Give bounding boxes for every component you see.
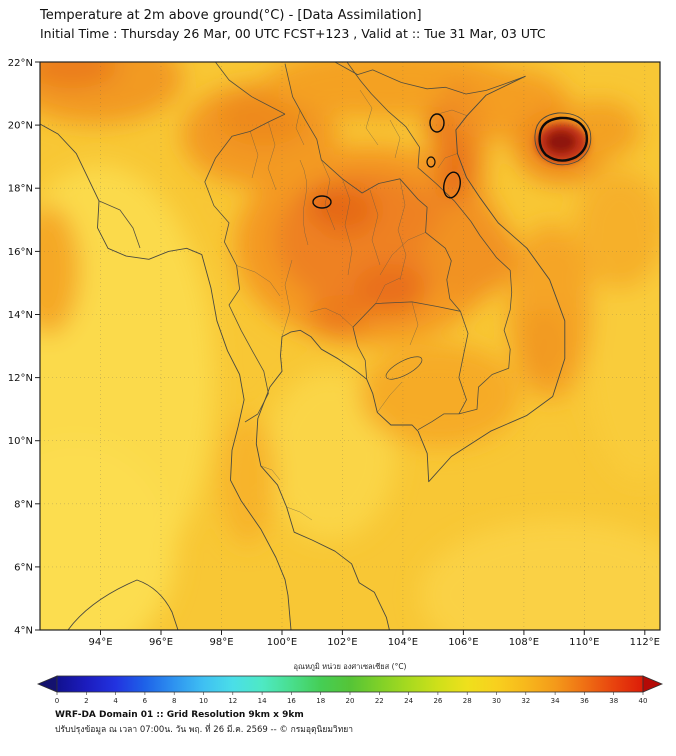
header: Temperature at 2m above ground(°C) - [Da… [40, 7, 546, 43]
colorbar-label: อุณหภูมิ หน่วย องศาเซลเซียส (°C) [294, 662, 407, 671]
colorbar-tick-label: 6 [143, 697, 148, 705]
x-axis-label: 102°E [327, 637, 357, 646]
colorbar-tick-label: 28 [463, 697, 472, 705]
page-subtitle: Initial Time : Thursday 26 Mar, 00 UTC F… [40, 26, 546, 41]
colorbar-tick-label: 12 [228, 697, 237, 705]
y-axis-label: 12°N [8, 373, 33, 384]
temperature-map: 22°N 20°N 18°N 16°N 14°N 12°N 10°N 8°N 6… [8, 58, 661, 646]
y-axis-label: 18°N [8, 184, 33, 195]
y-axis-label: 4°N [14, 626, 33, 637]
colorbar-tick-label: 8 [172, 697, 176, 705]
colorbar-tick-marks [56, 692, 644, 695]
graticule [40, 62, 660, 630]
footer-domain-info: WRF-DA Domain 01 :: Grid Resolution 9km … [55, 710, 304, 720]
x-axis-label: 112°E [630, 637, 660, 646]
colorbar-tick-label: 14 [258, 697, 267, 705]
y-axis-label: 10°N [8, 436, 33, 447]
x-axis-label: 110°E [569, 637, 599, 646]
y-axis-label: 6°N [14, 562, 33, 573]
map-plot-area [40, 62, 660, 630]
colorbar-tick-label: 20 [346, 697, 355, 705]
x-axis-label: 108°E [509, 637, 539, 646]
plot-frame [39, 61, 661, 631]
colorbar-tick-label: 0 [55, 697, 59, 705]
x-axis-labels: 94°E 96°E 98°E 100°E 102°E 104°E 106°E 1… [88, 637, 660, 646]
colorbar-right-arrow [642, 675, 664, 693]
y-axis-label: 20°N [8, 121, 33, 132]
tonle-sap-lake [385, 356, 423, 380]
page-title: Temperature at 2m above ground(°C) - [Da… [40, 8, 422, 23]
colorbar-tick-label: 26 [433, 697, 442, 705]
colorbar-tick-label: 40 [639, 697, 648, 705]
colorbar-tick-label: 38 [609, 697, 618, 705]
colorbar-tick-label: 16 [287, 697, 296, 705]
colorbar-tick-label: 10 [199, 697, 208, 705]
colorbar-gradient-bar [56, 675, 644, 693]
footer: WRF-DA Domain 01 :: Grid Resolution 9km … [55, 708, 353, 738]
colorbar-left-arrow [36, 675, 58, 693]
x-axis-label: 106°E [448, 637, 478, 646]
y-axis-labels: 22°N 20°N 18°N 16°N 14°N 12°N 10°N 8°N 6… [8, 58, 33, 637]
y-axis-label: 8°N [14, 499, 33, 510]
colorbar-tick-label: 22 [375, 697, 384, 705]
x-axis-label: 104°E [388, 637, 418, 646]
axis-ticks [35, 61, 646, 635]
temperature-contours [312, 113, 589, 209]
colorbar-tick-label: 2 [84, 697, 88, 705]
colorbar-tick-label: 24 [404, 697, 413, 705]
x-axis-label: 94°E [88, 637, 112, 646]
x-axis-label: 96°E [149, 637, 173, 646]
colorbar-tick-label: 18 [316, 697, 325, 705]
x-axis-label: 100°E [267, 637, 297, 646]
colorbar-tick-label: 34 [551, 697, 560, 705]
temperature-field-blobs [40, 62, 660, 630]
y-axis-label: 14°N [8, 310, 33, 321]
colorbar-tick-label: 30 [492, 697, 501, 705]
colorbar-tick-labels: 0 2 4 6 8 10 12 14 16 18 20 22 24 26 28 … [55, 697, 648, 705]
x-axis-label: 98°E [209, 637, 233, 646]
hainan-hotspot [536, 123, 588, 163]
y-axis-label: 16°N [8, 247, 33, 258]
y-axis-label: 22°N [8, 58, 33, 69]
colorbar: อุณหภูมิ หน่วย องศาเซลเซียส (°C) 0 2 4 6… [36, 662, 664, 705]
colorbar-tick-label: 36 [580, 697, 589, 705]
province-borders [236, 89, 468, 521]
colorbar-tick-label: 32 [521, 697, 530, 705]
footer-update-info: ปรับปรุงข้อมูล ณ เวลา 07:00น. วัน พฤ. ที… [55, 725, 354, 735]
colorbar-tick-label: 4 [113, 697, 118, 705]
